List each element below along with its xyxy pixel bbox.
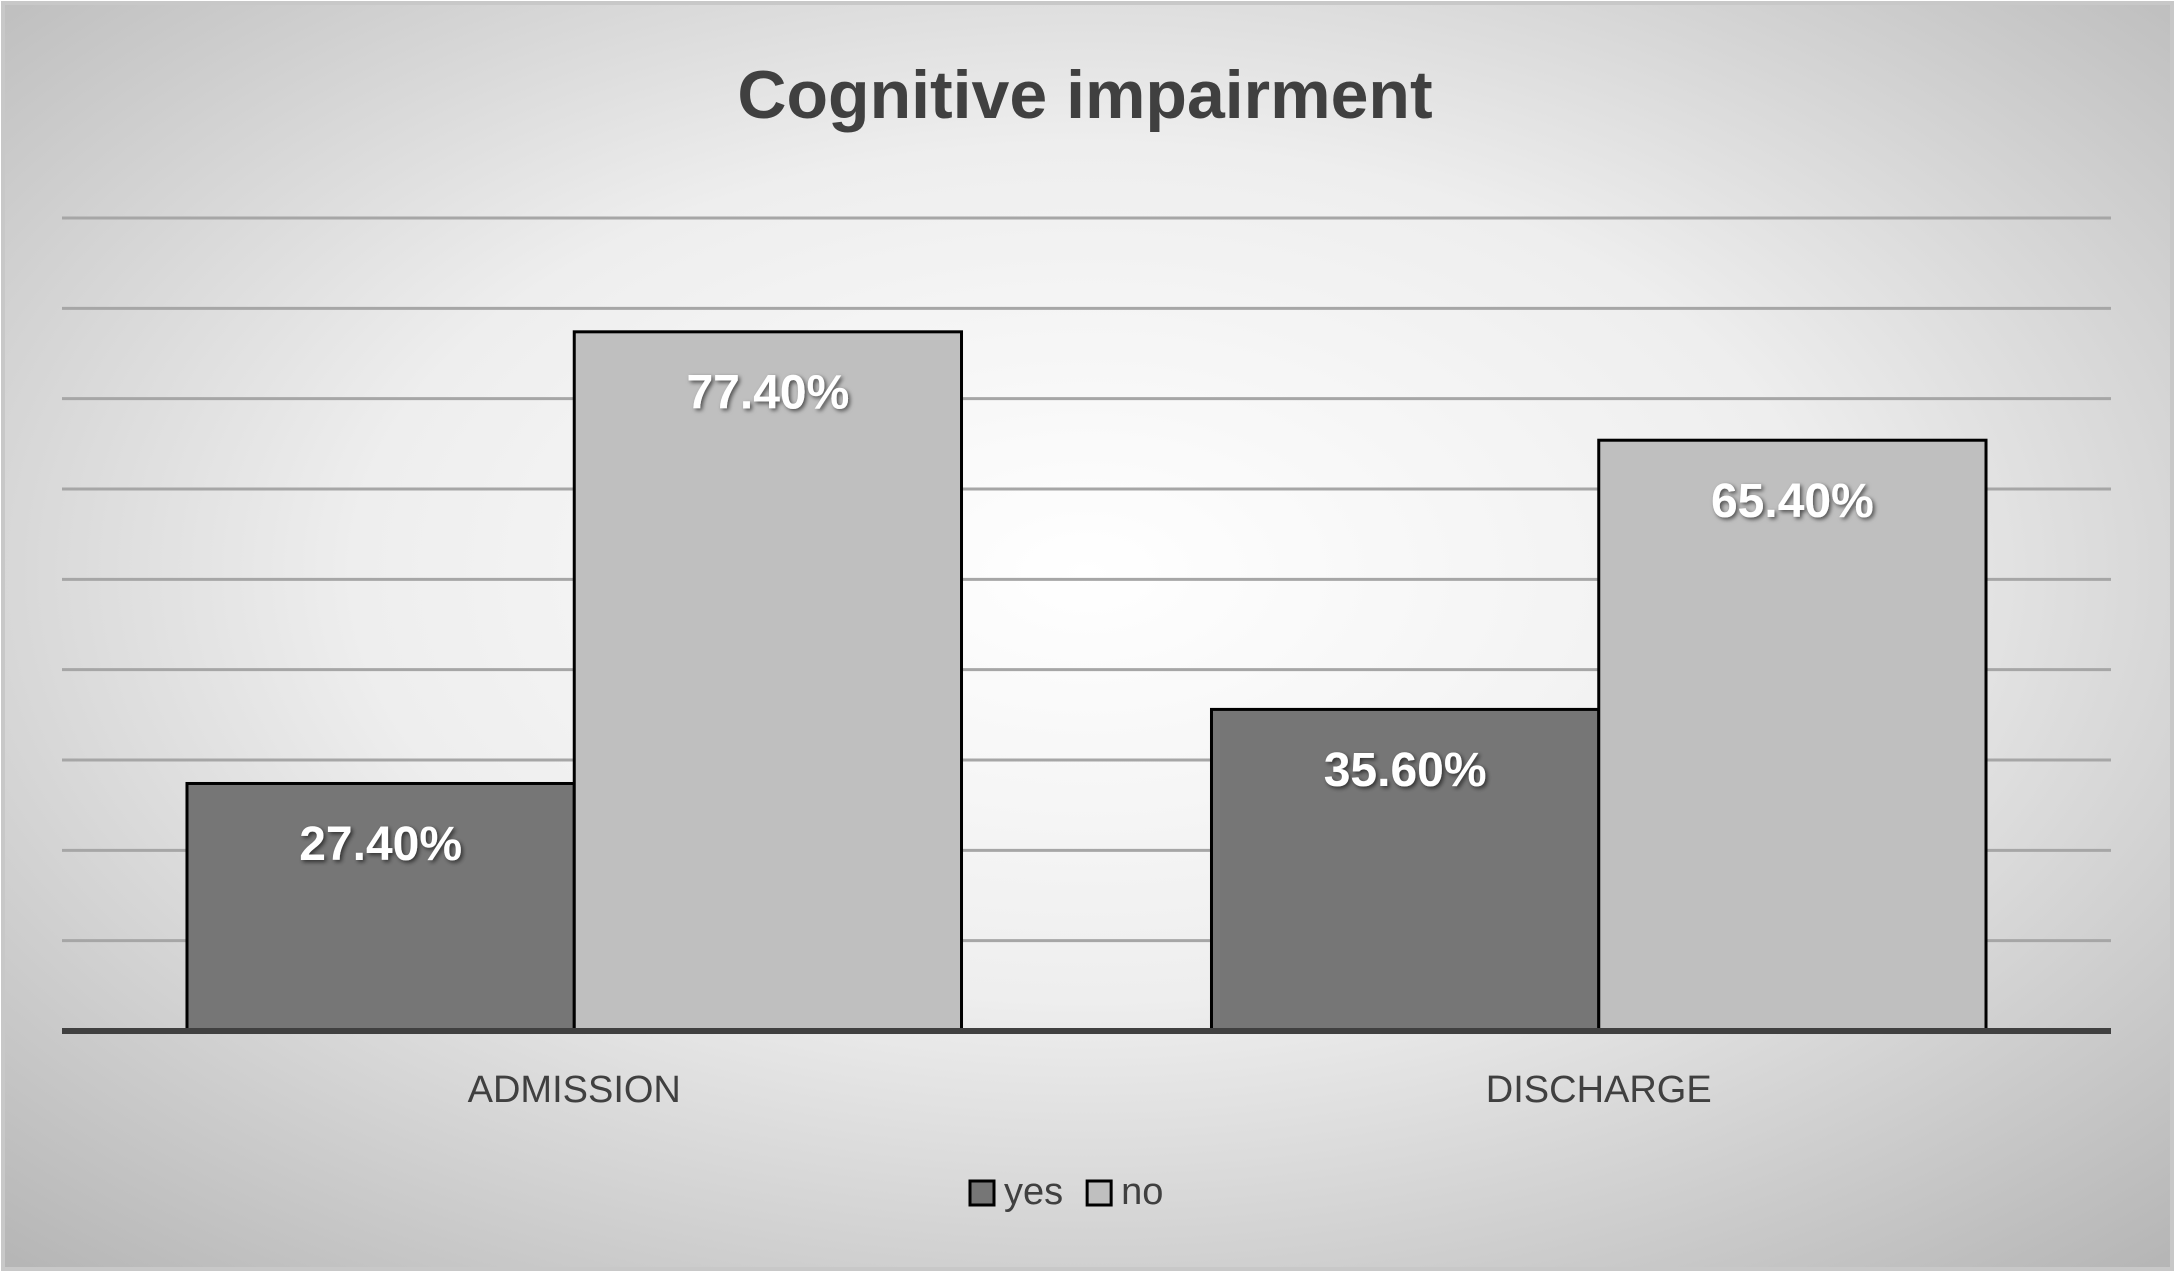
data-label: 27.40% — [299, 818, 462, 871]
legend-label: no — [1121, 1171, 1163, 1213]
legend-swatch — [1085, 1179, 1113, 1207]
bar — [1597, 438, 1988, 1033]
data-label: 77.40% — [686, 366, 849, 419]
x-tick-label: DISCHARGE — [1486, 1069, 1712, 1111]
data-label: 35.60% — [1324, 744, 1487, 797]
x-tick-label: ADMISSION — [468, 1069, 681, 1111]
legend-swatch — [968, 1179, 996, 1207]
chart-title: Cognitive impairment — [737, 57, 1432, 133]
data-label: 65.40% — [1711, 475, 1874, 528]
bar — [572, 330, 964, 1033]
legend-label: yes — [1004, 1171, 1063, 1213]
